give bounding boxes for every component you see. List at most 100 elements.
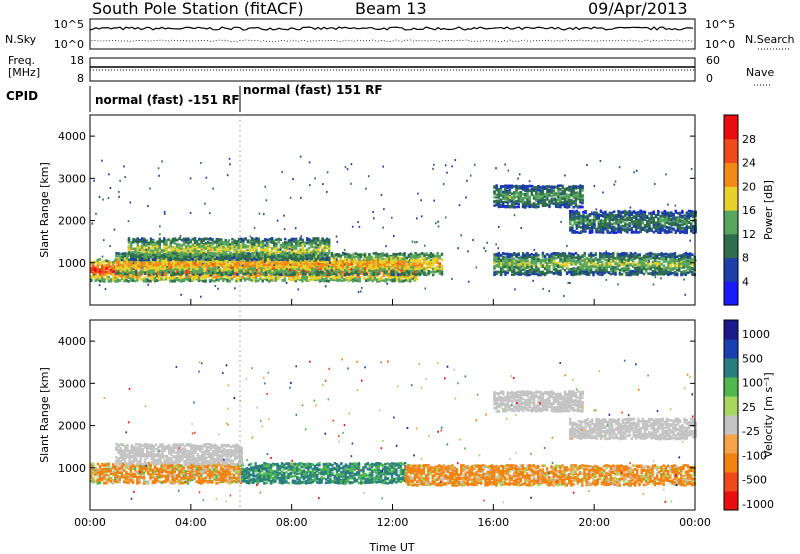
power-cell xyxy=(209,269,213,273)
noise-traces xyxy=(89,26,694,42)
beam-title: Beam 13 xyxy=(355,0,427,18)
power-cell xyxy=(149,260,152,263)
power-cell xyxy=(336,279,339,282)
power-cell xyxy=(117,260,120,264)
power-cell xyxy=(147,250,150,254)
power-cell xyxy=(164,277,168,281)
freq-tick-top: 18 xyxy=(70,54,84,67)
power-cell xyxy=(355,252,358,255)
power-cell xyxy=(239,277,242,280)
power-cell xyxy=(180,238,183,242)
power-cell xyxy=(244,277,247,280)
power-cell xyxy=(327,279,330,283)
power-cell xyxy=(315,270,318,273)
power-cell xyxy=(215,278,218,282)
power-cell xyxy=(149,242,153,246)
power-cell xyxy=(394,264,397,268)
power-cell xyxy=(399,273,402,277)
power-cell xyxy=(241,275,245,279)
power-cell xyxy=(165,239,168,242)
power-cell xyxy=(182,278,185,282)
power-cell xyxy=(302,265,305,269)
power-cell xyxy=(359,262,362,266)
power-cell xyxy=(404,276,407,279)
power-cell xyxy=(223,265,226,268)
power-cell xyxy=(340,279,344,283)
power-cell xyxy=(161,272,164,275)
power-cell xyxy=(381,265,384,268)
power-cell xyxy=(317,266,320,269)
power-cell xyxy=(255,274,258,278)
power-cell xyxy=(230,275,234,278)
power-cell xyxy=(234,267,237,270)
power-cell xyxy=(116,258,119,262)
power-cell xyxy=(432,254,435,257)
power-cell xyxy=(134,254,137,258)
power-cell xyxy=(115,269,118,273)
power-cell xyxy=(273,261,276,264)
power-cell xyxy=(279,276,282,279)
power-cell xyxy=(333,267,336,271)
power-cell xyxy=(266,278,269,282)
power-cell xyxy=(101,265,104,268)
power-cell xyxy=(253,266,257,270)
power-cell xyxy=(158,277,161,280)
power-cell xyxy=(129,274,132,277)
power-cell xyxy=(227,271,230,274)
power-cell xyxy=(123,278,126,281)
power-cell xyxy=(355,271,358,274)
power-cell xyxy=(164,276,168,279)
power-cell xyxy=(409,278,412,282)
power-cell xyxy=(401,253,404,256)
power-cell xyxy=(149,239,153,242)
power-cell xyxy=(348,263,351,266)
power-cell xyxy=(136,279,139,282)
power-cell xyxy=(148,265,151,269)
power-cell xyxy=(207,266,210,270)
power-cell xyxy=(381,259,384,263)
power-cell xyxy=(163,259,166,263)
power-cell xyxy=(294,277,297,281)
power-cell xyxy=(425,257,428,260)
power-cell xyxy=(174,267,177,271)
power-cell xyxy=(432,273,435,277)
power-cell xyxy=(169,275,172,278)
power-cell xyxy=(145,251,148,255)
power-cell xyxy=(306,266,309,269)
power-cell xyxy=(269,262,272,265)
power-cell xyxy=(395,277,399,280)
power-cell xyxy=(141,249,144,252)
power-cell xyxy=(154,250,157,254)
power-cell xyxy=(121,255,125,258)
power-cell xyxy=(132,271,136,275)
power-cell xyxy=(374,255,378,258)
power-cell xyxy=(252,279,256,282)
power-cell xyxy=(414,253,417,256)
power-cell xyxy=(382,273,385,277)
power-cell xyxy=(103,269,106,273)
power-cell xyxy=(399,263,402,266)
power-cell xyxy=(182,252,186,256)
power-cell xyxy=(368,256,371,260)
power-cell xyxy=(92,268,95,271)
power-cell xyxy=(103,260,106,263)
power-cell xyxy=(246,277,249,281)
power-cell xyxy=(174,238,177,242)
power-cell xyxy=(245,265,248,268)
power-cell xyxy=(131,279,135,282)
power-cell xyxy=(273,271,276,274)
power-cell xyxy=(403,256,406,260)
power-cell xyxy=(354,277,357,280)
power-cell xyxy=(385,261,389,264)
power-cell xyxy=(248,274,251,278)
power-cell xyxy=(176,238,179,242)
power-cell xyxy=(321,277,324,281)
power-cell xyxy=(425,260,428,263)
power-cell xyxy=(366,269,369,272)
power-cell xyxy=(335,273,338,277)
power-cell xyxy=(317,273,320,276)
power-cell xyxy=(219,277,223,280)
power-cell xyxy=(249,270,252,273)
power-cell xyxy=(162,278,165,281)
power-cell xyxy=(388,266,391,269)
